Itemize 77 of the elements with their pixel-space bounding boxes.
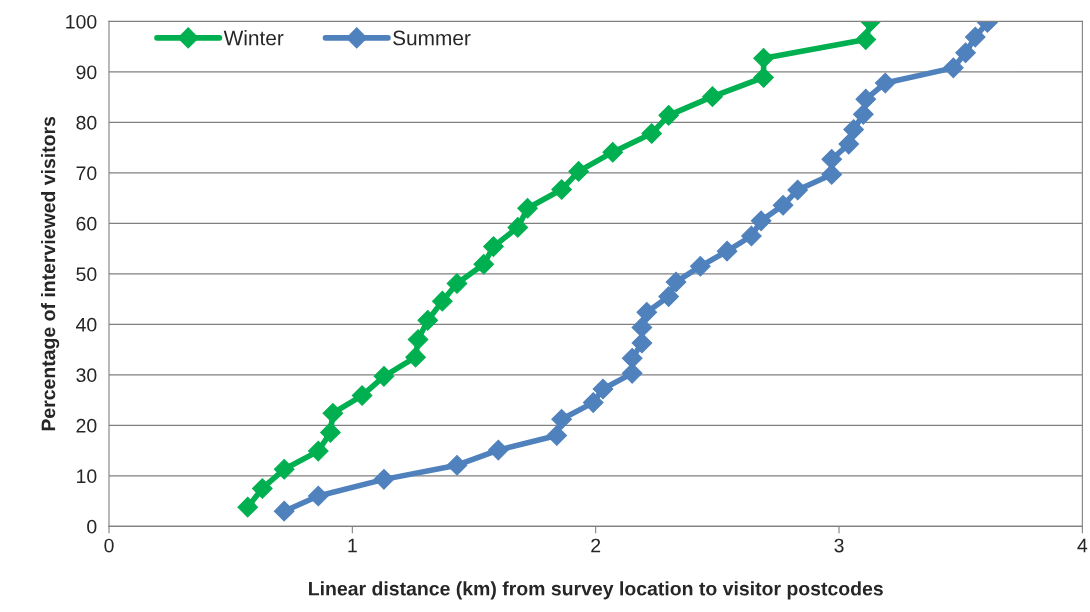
point xyxy=(602,141,624,163)
point xyxy=(405,346,426,368)
point xyxy=(689,255,711,277)
point xyxy=(641,123,662,144)
x-tick-label: 3 xyxy=(834,538,844,553)
point xyxy=(955,42,976,64)
point xyxy=(658,286,680,307)
y-tick-label: 40 xyxy=(76,317,97,332)
point xyxy=(964,26,986,48)
point xyxy=(517,197,538,219)
point xyxy=(621,347,643,369)
x-axis-title: Linear distance (km) from survey location to visitor postcodes xyxy=(309,581,883,600)
point xyxy=(322,402,344,424)
x-tick-label: 2 xyxy=(591,538,601,553)
y-tick-label: 50 xyxy=(76,267,97,282)
point xyxy=(855,88,877,110)
point xyxy=(750,210,772,232)
point xyxy=(407,329,429,350)
x-tick-label: 0 xyxy=(104,538,114,553)
point xyxy=(658,104,680,126)
point xyxy=(568,161,589,182)
point xyxy=(551,408,572,430)
point xyxy=(853,103,874,125)
point xyxy=(446,454,468,476)
point xyxy=(551,179,572,200)
point xyxy=(507,217,529,238)
point xyxy=(821,164,843,185)
point xyxy=(838,133,860,155)
point xyxy=(307,485,329,507)
point xyxy=(373,366,395,387)
point xyxy=(473,253,495,275)
point xyxy=(702,86,723,107)
y-tick-label: 60 xyxy=(76,216,97,231)
y-tick-label: 90 xyxy=(76,65,97,80)
y-tick-label: 100 xyxy=(66,14,97,29)
point xyxy=(446,273,468,294)
point xyxy=(874,72,896,94)
point xyxy=(592,378,614,400)
y-tick-label: 10 xyxy=(77,469,97,484)
point xyxy=(273,458,295,480)
point xyxy=(753,47,774,69)
point xyxy=(417,309,439,331)
point xyxy=(631,317,653,338)
point xyxy=(772,194,794,216)
point xyxy=(821,148,843,170)
point xyxy=(716,240,738,262)
point xyxy=(943,57,964,79)
point xyxy=(307,440,329,462)
point xyxy=(636,301,658,323)
point xyxy=(787,179,808,201)
point xyxy=(373,469,395,490)
y-axis-title: Percentage of interviewed visitors xyxy=(40,116,60,431)
point xyxy=(273,500,295,522)
point xyxy=(582,392,604,413)
point xyxy=(741,225,762,247)
point xyxy=(251,478,273,499)
x-tick-label: 1 xyxy=(348,538,357,553)
y-tick-label: 80 xyxy=(76,115,97,130)
point xyxy=(546,425,568,446)
legend-label: Winter xyxy=(223,30,284,46)
y-tick-label: 0 xyxy=(87,519,97,534)
point xyxy=(320,422,341,443)
point xyxy=(631,332,653,354)
point xyxy=(488,439,509,461)
y-tick-label: 20 xyxy=(76,418,97,433)
point xyxy=(432,290,453,312)
y-tick-label: 30 xyxy=(76,368,97,383)
x-tick-label: 4 xyxy=(1077,538,1088,553)
legend-label: Summer xyxy=(393,30,471,46)
point xyxy=(855,29,877,50)
point xyxy=(753,67,774,88)
point xyxy=(351,385,373,406)
point xyxy=(483,236,504,257)
point xyxy=(843,119,864,140)
y-tick-label: 70 xyxy=(76,166,97,181)
point xyxy=(665,271,687,293)
point xyxy=(237,496,259,518)
